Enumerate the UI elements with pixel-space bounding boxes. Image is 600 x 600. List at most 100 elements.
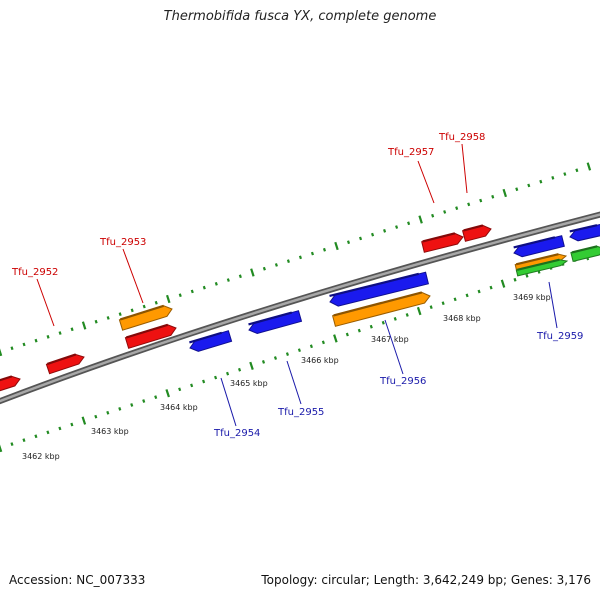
inner-tick-mark xyxy=(214,375,218,380)
inner-tick-mark xyxy=(321,340,325,345)
outer-tick-mark xyxy=(418,215,423,224)
outer-tick-mark xyxy=(322,247,327,252)
inner-tick-mark xyxy=(500,279,506,288)
outer-tick-mark xyxy=(407,221,411,226)
cds-feature-red xyxy=(45,353,85,375)
inner-tick-mark xyxy=(46,430,50,435)
cds-feature-green xyxy=(570,245,600,263)
outer-tick-mark xyxy=(0,348,3,357)
scale-label: 3462 kbp xyxy=(22,452,60,461)
inner-tick-mark xyxy=(34,434,38,439)
cds-feature-red-shadow xyxy=(463,224,484,232)
scale-label: 3466 kbp xyxy=(301,356,339,365)
gene-label: Tfu_2958 xyxy=(438,132,485,143)
outer-tick-mark xyxy=(58,331,62,335)
inner-tick-mark xyxy=(10,442,14,446)
page-title: Thermobifida fusca YX, complete genome xyxy=(163,9,437,24)
inner-tick-mark xyxy=(297,348,301,353)
outer-tick-mark xyxy=(455,206,459,211)
inner-tick-mark xyxy=(309,344,313,349)
inner-tick-mark xyxy=(202,379,206,384)
gene-label-leader xyxy=(417,160,435,204)
outer-tick-mark xyxy=(563,172,567,176)
outer-tick-mark xyxy=(274,263,278,267)
inner-tick-mark xyxy=(453,297,457,302)
inner-tick-mark xyxy=(441,301,445,306)
outer-tick-mark xyxy=(165,294,171,304)
scale-label: 3465 kbp xyxy=(230,379,268,388)
inner-tick-mark xyxy=(178,387,182,392)
outer-tick-mark xyxy=(130,308,134,313)
inner-tick-mark xyxy=(369,324,373,329)
outer-tick-mark xyxy=(443,210,447,214)
inner-tick-mark xyxy=(226,371,230,376)
outer-tick-mark xyxy=(214,282,218,286)
cds-feature-orange xyxy=(331,291,431,327)
gene-label: Tfu_2957 xyxy=(387,147,434,158)
outer-tick-mark xyxy=(118,312,122,317)
inner-tick-mark xyxy=(525,273,529,278)
gene-label: Tfu_2953 xyxy=(99,237,146,248)
inner-tick-mark xyxy=(58,426,62,431)
outer-tick-mark xyxy=(383,229,387,233)
inner-tick-mark xyxy=(0,444,3,453)
gene-label: Tfu_2954 xyxy=(213,428,260,439)
cds-feature-blue-shadow xyxy=(513,236,556,249)
inner-tick-mark xyxy=(118,407,122,411)
cds-feature-blue-shadow xyxy=(248,311,293,326)
scale-label: 3468 kbp xyxy=(443,314,481,323)
gene-label: Tfu_2956 xyxy=(379,376,426,387)
cds-feature-red-shadow xyxy=(0,375,13,382)
cds-feature-blue xyxy=(329,271,430,307)
outer-tick-mark xyxy=(431,213,435,218)
outer-tick-mark xyxy=(154,300,158,305)
inner-tick-mark xyxy=(285,352,289,356)
scale-label: 3463 kbp xyxy=(91,427,129,436)
cds-feature-orange-shadow xyxy=(119,304,165,321)
outer-tick-mark xyxy=(467,202,471,207)
outer-tick-mark xyxy=(190,289,194,294)
outer-tick-mark xyxy=(10,346,14,351)
outer-tick-mark xyxy=(502,188,508,198)
cds-feature-green-shadow xyxy=(571,245,598,254)
outer-tick-mark xyxy=(395,225,399,229)
outer-tick-mark xyxy=(298,255,302,260)
cds-feature-red xyxy=(124,324,177,349)
gene-label: Tfu_2959 xyxy=(536,331,583,342)
inner-tick-mark xyxy=(249,361,254,370)
cds-feature-green xyxy=(515,259,569,277)
outer-tick-mark xyxy=(491,194,495,199)
cds-feature-orange-shadow xyxy=(515,253,559,266)
scale-label: 3469 kbp xyxy=(513,293,551,302)
cds-feature-red xyxy=(421,232,464,253)
outer-tick-mark xyxy=(178,293,182,298)
gene-label: Tfu_2955 xyxy=(277,407,324,418)
backbone-line xyxy=(0,213,600,403)
outer-tick-mark xyxy=(70,327,74,332)
outer-tick-mark xyxy=(371,232,375,237)
inner-tick-mark xyxy=(429,305,433,310)
gene-label-leader xyxy=(548,281,558,329)
outer-tick-mark xyxy=(250,268,255,277)
inner-tick-mark xyxy=(142,399,146,403)
cds-feature-green-shadow xyxy=(517,258,560,271)
inner-tick-mark xyxy=(416,306,422,316)
outer-tick-mark xyxy=(539,179,543,184)
gene-label-leader xyxy=(286,360,302,405)
cds-feature-red xyxy=(0,375,21,392)
outer-tick-mark xyxy=(551,176,555,180)
gene-label-leader xyxy=(384,319,404,375)
inner-tick-mark xyxy=(81,416,87,425)
outer-tick-mark xyxy=(202,285,206,290)
inner-tick-mark xyxy=(273,356,278,360)
inner-tick-mark xyxy=(130,403,134,407)
inner-tick-mark xyxy=(405,313,409,317)
outer-tick-mark xyxy=(527,183,531,188)
gene-label: Tfu_2952 xyxy=(11,267,58,278)
outer-tick-mark xyxy=(586,162,592,171)
inner-tick-mark xyxy=(165,389,170,398)
cds-feature-red-shadow xyxy=(126,323,169,339)
outer-tick-mark xyxy=(359,236,363,241)
inner-tick-mark xyxy=(333,334,338,343)
outer-tick-mark xyxy=(515,187,519,192)
